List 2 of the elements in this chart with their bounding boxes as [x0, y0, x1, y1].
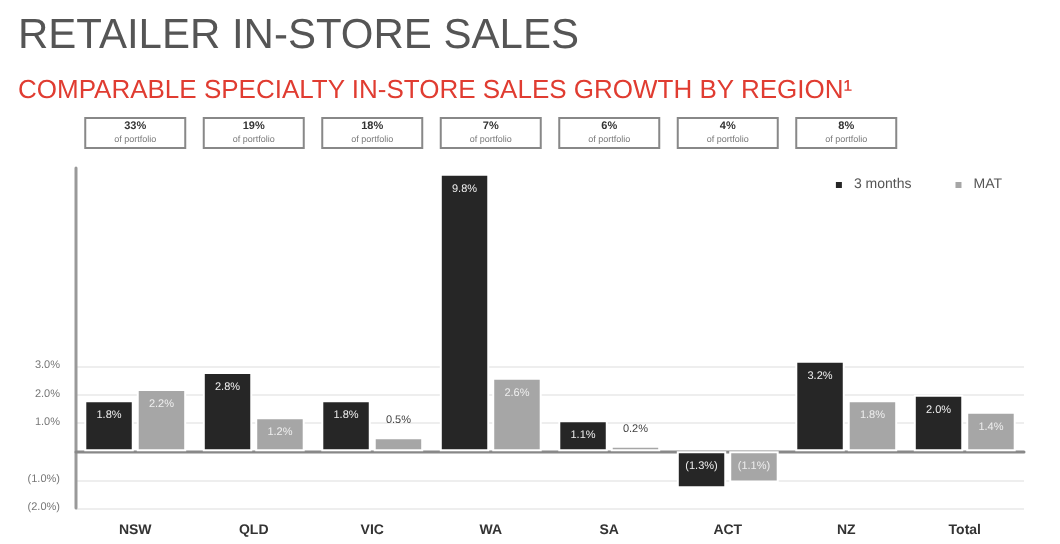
chart-title: RETAILER IN-STORE SALES: [18, 12, 579, 58]
chart-subtitle: COMPARABLE SPECIALTY IN-STORE SALES GROWTH BY REGION¹: [18, 74, 854, 104]
